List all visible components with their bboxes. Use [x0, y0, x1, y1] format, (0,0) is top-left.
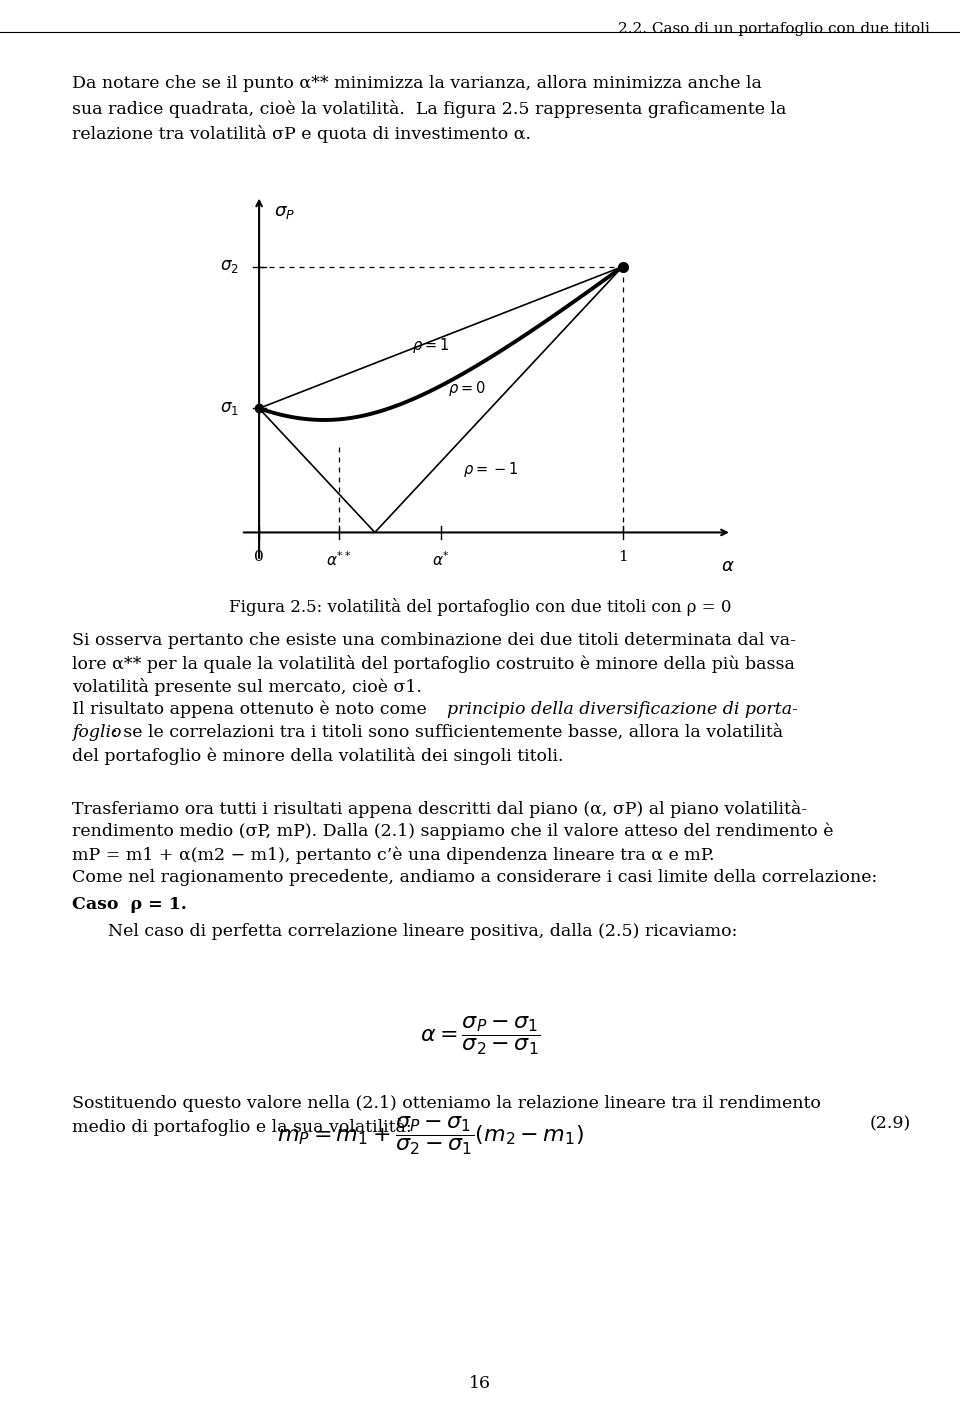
Text: Caso  ρ = 1.: Caso ρ = 1. — [72, 896, 187, 913]
Text: $\alpha^{*}$: $\alpha^{*}$ — [432, 550, 450, 569]
Text: mP = m1 + α(m2 − m1), pertanto c’è una dipendenza lineare tra α e mP.: mP = m1 + α(m2 − m1), pertanto c’è una d… — [72, 847, 714, 864]
Text: $\alpha = \dfrac{\sigma_P - \sigma_1}{\sigma_2 - \sigma_1}$: $\alpha = \dfrac{\sigma_P - \sigma_1}{\s… — [420, 1015, 540, 1057]
Text: principio della diversificazione di porta-: principio della diversificazione di port… — [447, 701, 798, 718]
Text: Nel caso di perfetta correlazione lineare positiva, dalla (2.5) ricaviamo:: Nel caso di perfetta correlazione linear… — [108, 923, 737, 940]
Text: $\rho=1$: $\rho=1$ — [412, 336, 449, 356]
Text: relazione tra volatilità σP e quota di investimento α.: relazione tra volatilità σP e quota di i… — [72, 126, 531, 143]
Text: Il risultato appena ottenuto è noto come: Il risultato appena ottenuto è noto come — [72, 701, 432, 718]
Text: medio di portafoglio e la sua volatilità:: medio di portafoglio e la sua volatilità… — [72, 1118, 412, 1136]
Text: $\sigma_1$: $\sigma_1$ — [220, 399, 239, 416]
Text: 0: 0 — [254, 550, 264, 564]
Text: (2.9): (2.9) — [870, 1115, 911, 1132]
Text: Trasferiamo ora tutti i risultati appena descritti dal piano (α, σP) al piano vo: Trasferiamo ora tutti i risultati appena… — [72, 800, 807, 818]
Text: $\sigma_2$: $\sigma_2$ — [220, 258, 239, 275]
Text: foglio: foglio — [72, 724, 122, 741]
Text: $\alpha^{**}$: $\alpha^{**}$ — [326, 550, 351, 569]
Text: $\alpha$: $\alpha$ — [721, 557, 735, 576]
Text: $m_P = m_1 + \dfrac{\sigma_P - \sigma_1}{\sigma_2 - \sigma_1}(m_2 - m_1)$: $m_P = m_1 + \dfrac{\sigma_P - \sigma_1}… — [276, 1115, 584, 1157]
Text: $\rho=-1$: $\rho=-1$ — [463, 460, 517, 480]
Text: sua radice quadrata, cioè la volatilità.  La figura 2.5 rappresenta graficamente: sua radice quadrata, cioè la volatilità.… — [72, 100, 786, 119]
Text: lore α** per la quale la volatilità del portafoglio costruito è minore della più: lore α** per la quale la volatilità del … — [72, 655, 795, 673]
Text: Si osserva pertanto che esiste una combinazione dei due titoli determinata dal v: Si osserva pertanto che esiste una combi… — [72, 632, 796, 649]
Text: 16: 16 — [469, 1374, 491, 1393]
Text: Sostituendo questo valore nella (2.1) otteniamo la relazione lineare tra il rend: Sostituendo questo valore nella (2.1) ot… — [72, 1095, 821, 1112]
Text: : se le correlazioni tra i titoli sono sufficientemente basse, allora la volatil: : se le correlazioni tra i titoli sono s… — [112, 724, 783, 741]
Text: rendimento medio (σP, mP). Dalla (2.1) sappiamo che il valore atteso del rendime: rendimento medio (σP, mP). Dalla (2.1) s… — [72, 823, 833, 841]
Text: del portafoglio è minore della volatilità dei singoli titoli.: del portafoglio è minore della volatilit… — [72, 746, 564, 765]
Text: Figura 2.5: volatilità del portafoglio con due titoli con ρ = 0: Figura 2.5: volatilità del portafoglio c… — [228, 598, 732, 617]
Text: 2.2. Caso di un portafoglio con due titoli: 2.2. Caso di un portafoglio con due tito… — [618, 23, 930, 37]
Text: Come nel ragionamento precedente, andiamo a considerare i casi limite della corr: Come nel ragionamento precedente, andiam… — [72, 869, 877, 886]
Text: Da notare che se il punto α** minimizza la varianza, allora minimizza anche la: Da notare che se il punto α** minimizza … — [72, 75, 762, 92]
Text: 1: 1 — [618, 550, 628, 564]
Text: $\sigma_P$: $\sigma_P$ — [274, 203, 295, 220]
Text: volatilità presente sul mercato, cioè σ1.: volatilità presente sul mercato, cioè σ1… — [72, 679, 421, 696]
Text: $\rho=0$: $\rho=0$ — [448, 378, 486, 398]
